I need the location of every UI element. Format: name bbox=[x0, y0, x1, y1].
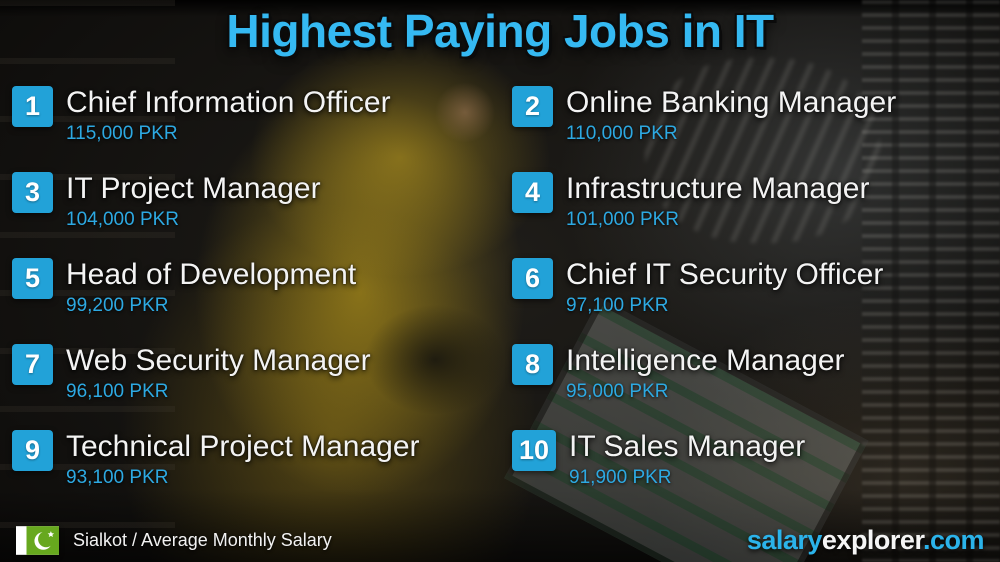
job-salary: 101,000 PKR bbox=[566, 209, 680, 230]
job-item: 4 Infrastructure Manager 101,000 PKR bbox=[512, 172, 1000, 242]
job-item: 5 Head of Development 99,200 PKR bbox=[12, 258, 500, 328]
job-title: Chief IT Security Officer bbox=[566, 258, 884, 291]
job-item: 10 IT Sales Manager 91,900 PKR bbox=[512, 430, 1000, 500]
pakistan-flag-icon bbox=[16, 525, 59, 555]
cables-decor bbox=[645, 58, 880, 243]
rank-badge: 7 bbox=[12, 344, 53, 385]
job-item: 9 Technical Project Manager 93,100 PKR bbox=[12, 430, 500, 500]
job-title: Infrastructure Manager bbox=[566, 172, 870, 205]
rank-badge: 9 bbox=[12, 430, 53, 471]
job-salary: 95,000 PKR bbox=[566, 381, 669, 402]
brand-salary: salary bbox=[746, 524, 823, 555]
rank-badge: 3 bbox=[12, 172, 53, 213]
rank-badge: 8 bbox=[512, 344, 553, 385]
job-title: Online Banking Manager bbox=[566, 86, 897, 119]
footer-bar: Sialkot / Average Monthly Salary salarye… bbox=[0, 518, 1000, 562]
job-title: Technical Project Manager bbox=[66, 430, 420, 463]
rank-badge: 5 bbox=[12, 258, 53, 299]
job-title: Intelligence Manager bbox=[566, 344, 845, 377]
job-title: Head of Development bbox=[66, 258, 357, 291]
location-caption: Sialkot / Average Monthly Salary bbox=[73, 529, 332, 550]
job-salary: 91,900 PKR bbox=[569, 467, 672, 488]
job-title: Chief Information Officer bbox=[66, 86, 391, 119]
job-salary: 97,100 PKR bbox=[566, 295, 669, 316]
page-title: Highest Paying Jobs in IT bbox=[226, 5, 774, 57]
job-salary: 96,100 PKR bbox=[66, 381, 169, 402]
job-item: 7 Web Security Manager 96,100 PKR bbox=[12, 344, 500, 414]
job-item: 6 Chief IT Security Officer 97,100 PKR bbox=[512, 258, 1000, 328]
job-item: 2 Online Banking Manager 110,000 PKR bbox=[512, 86, 1000, 156]
brand-domain: .com bbox=[922, 524, 985, 555]
rank-badge: 4 bbox=[512, 172, 553, 213]
job-title: IT Sales Manager bbox=[569, 430, 806, 463]
brand-link[interactable]: salaryexplorer.com bbox=[746, 524, 985, 556]
job-salary: 115,000 PKR bbox=[66, 123, 178, 144]
job-title: Web Security Manager bbox=[66, 344, 371, 377]
jobs-column-left: 1 Chief Information Officer 115,000 PKR … bbox=[12, 86, 500, 516]
job-salary: 104,000 PKR bbox=[66, 209, 180, 230]
rank-badge: 1 bbox=[12, 86, 53, 127]
job-salary: 99,200 PKR bbox=[66, 295, 169, 316]
job-item: 3 IT Project Manager 104,000 PKR bbox=[12, 172, 500, 242]
job-salary: 110,000 PKR bbox=[566, 123, 678, 144]
job-item: 8 Intelligence Manager 95,000 PKR bbox=[512, 344, 1000, 414]
server-rack-right-decor bbox=[862, 0, 1000, 562]
brand-explorer: explorer bbox=[821, 524, 924, 555]
job-item: 1 Chief Information Officer 115,000 PKR bbox=[12, 86, 500, 156]
job-title: IT Project Manager bbox=[66, 172, 321, 205]
rank-badge: 6 bbox=[512, 258, 553, 299]
rank-badge: 10 bbox=[512, 430, 557, 471]
rank-badge: 2 bbox=[512, 86, 553, 127]
jobs-column-right: 2 Online Banking Manager 110,000 PKR 4 I… bbox=[512, 86, 1000, 516]
job-salary: 93,100 PKR bbox=[66, 467, 169, 488]
